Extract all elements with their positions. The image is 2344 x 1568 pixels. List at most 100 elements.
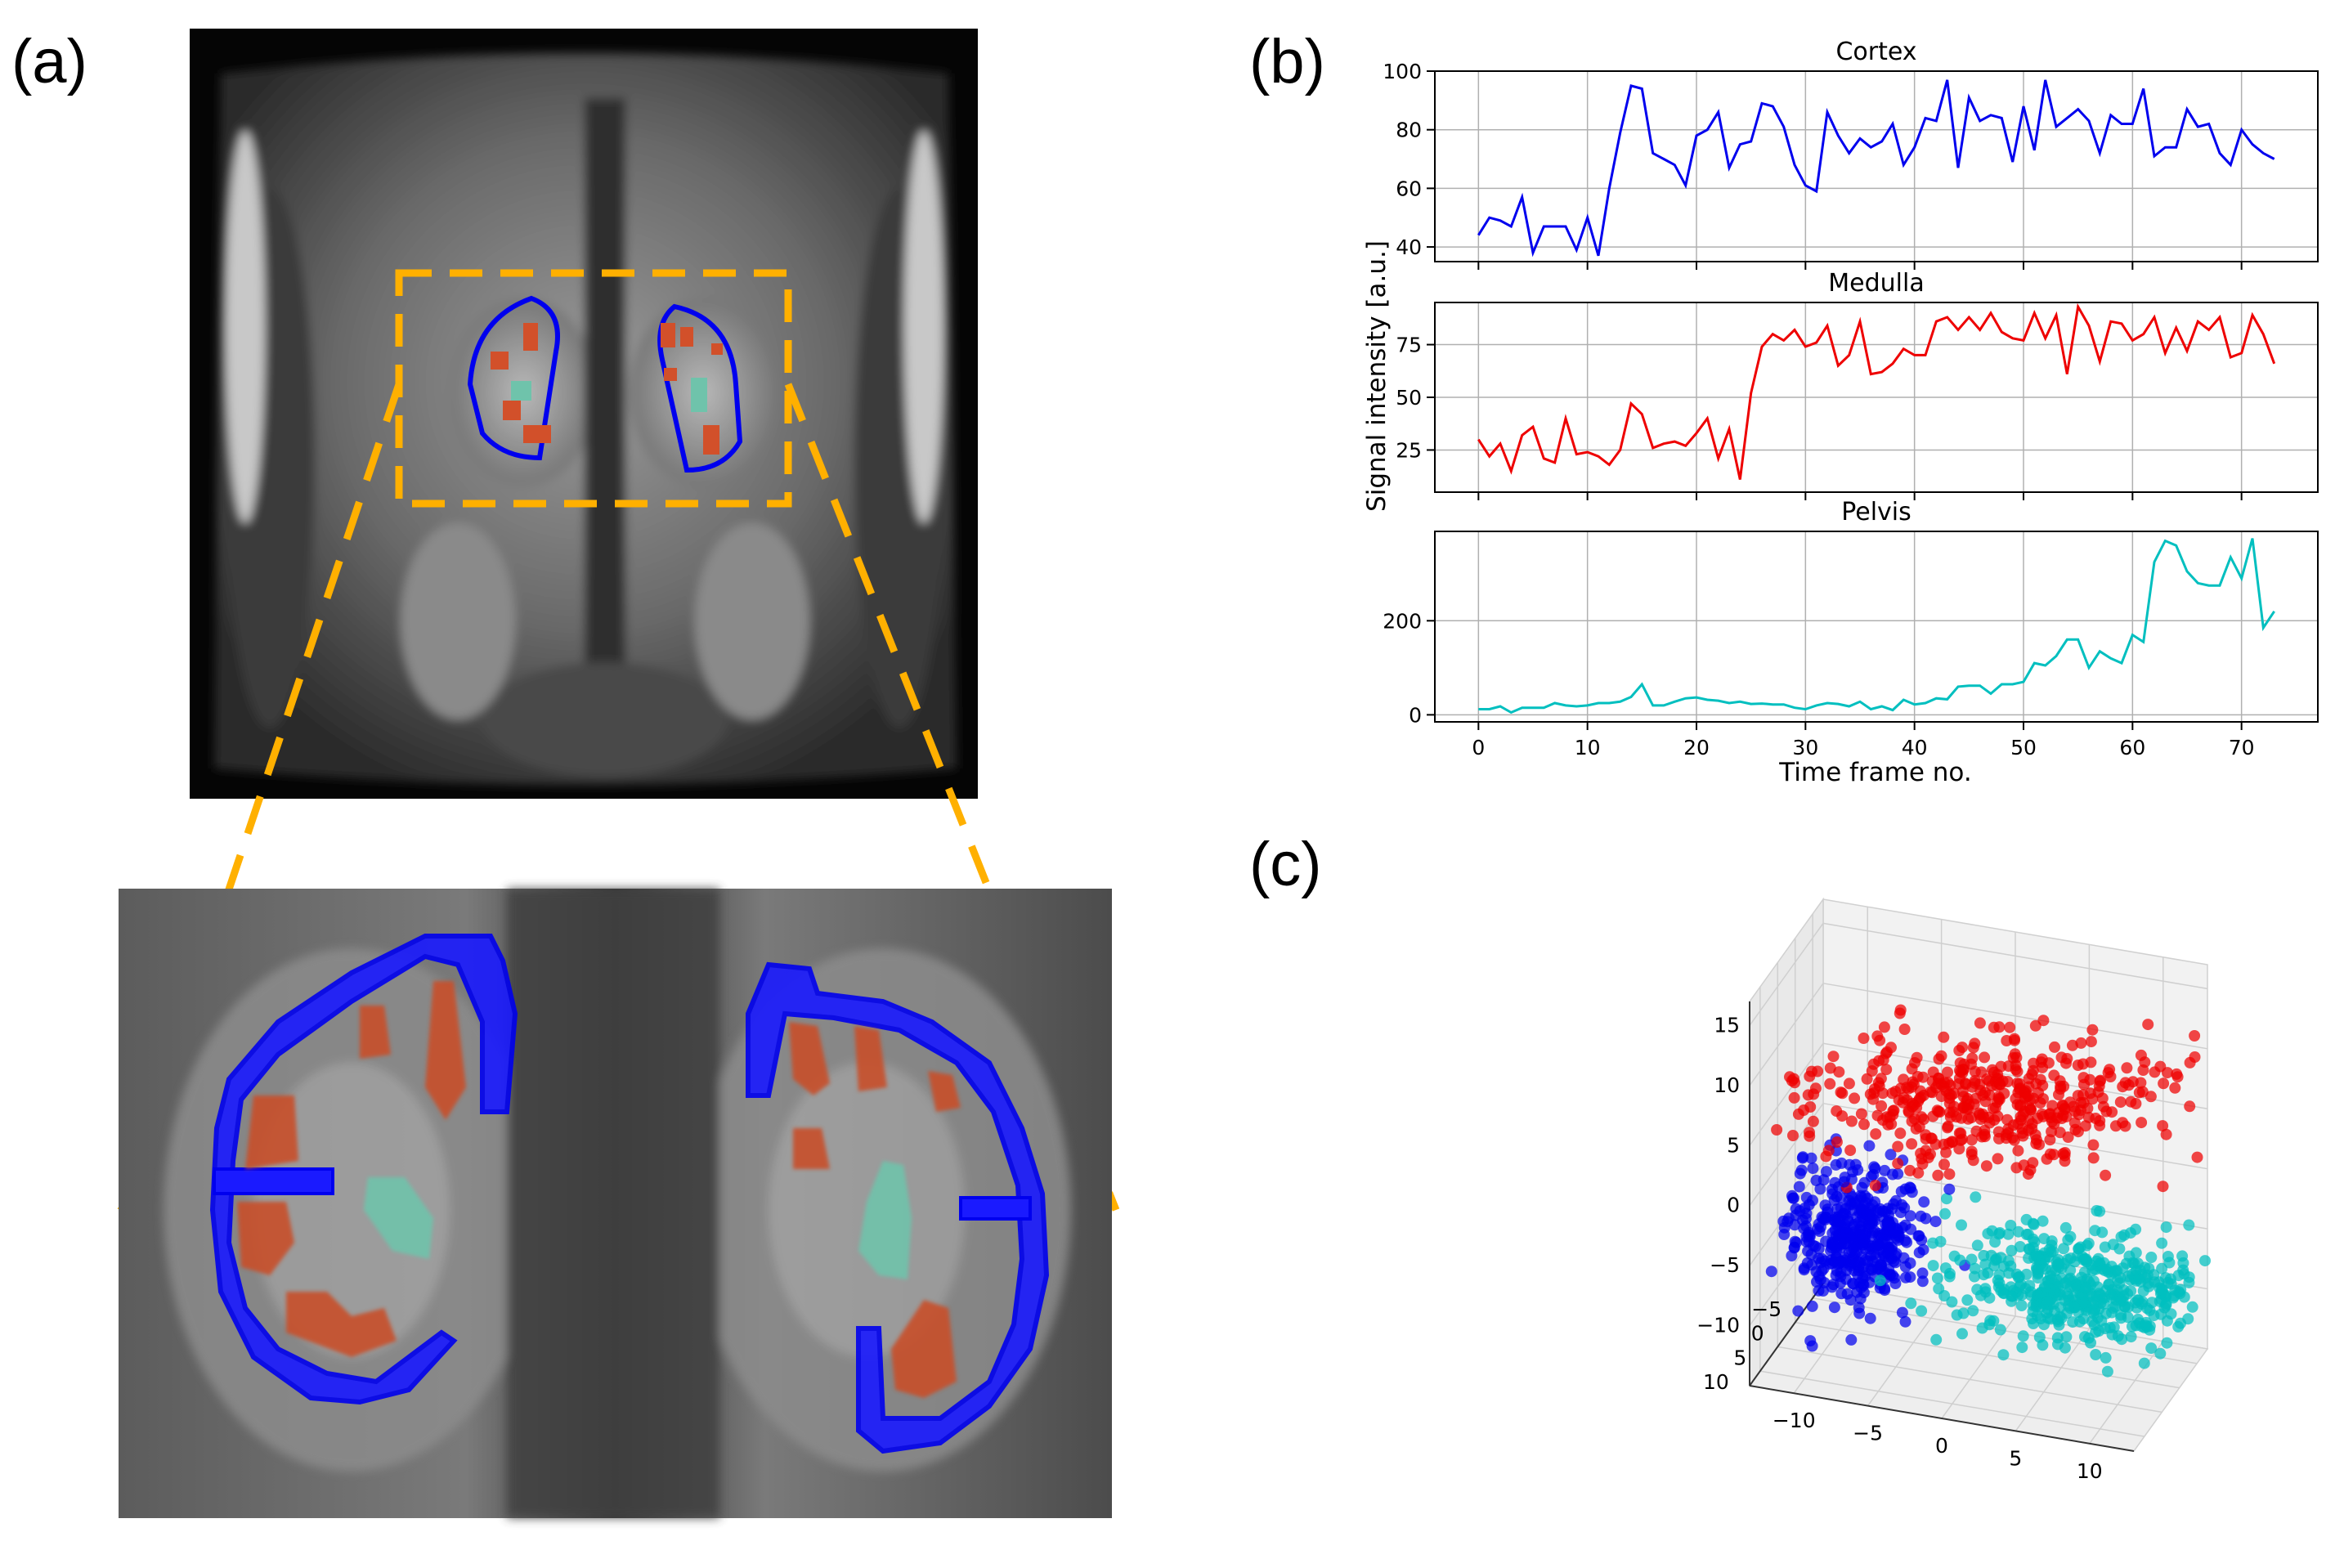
scatter-point-cortex [1830,1158,1842,1171]
scatter-point-pelvis [2028,1218,2040,1230]
scatter-point-pelvis [1979,1258,1992,1270]
grid-3d [2089,1341,2164,1445]
scatter-point-medulla [2100,1169,2112,1181]
scatter-point-cortex [1863,1140,1876,1152]
scatter-point-medulla [2077,1058,2089,1070]
x-tick-label: 5 [2009,1446,2022,1470]
scatter-point-medulla [2075,1037,2087,1049]
scatter-point-medulla [1912,1071,1924,1082]
xtick-label: 50 [2010,736,2037,759]
scatter-point-medulla [1965,1145,1978,1158]
scatter-point-medulla [1925,1132,1937,1145]
scatter-point-medulla [2055,1083,2067,1095]
scatter-point-medulla [1927,1066,1939,1078]
scatter-point-pelvis [2080,1282,2091,1294]
scatter-point-medulla [1804,1127,1815,1139]
scatter-point-cortex [1846,1244,1858,1257]
mri-panel [117,29,1120,1518]
z-tick-label: 10 [1714,1073,1740,1097]
scatter-point-pelvis [2063,1274,2075,1286]
scatter-point-medulla [2064,1096,2076,1109]
scatter-point-medulla [1912,1095,1925,1108]
scatter-point-cortex [1794,1167,1806,1180]
scatter-point-cortex [1867,1226,1879,1239]
scatter-point-cortex [1838,1176,1850,1188]
ytick-label: 0 [1409,703,1422,727]
scatter-point-medulla [2046,1100,2059,1112]
scatter-point-medulla [1931,1104,1943,1117]
scatter-point-medulla [1855,1108,1867,1120]
scatter-point-medulla [1992,1153,2004,1165]
scatter-point-medulla [1898,1024,1911,1035]
scatter-point-medulla [1788,1091,1800,1104]
scatter-point-cortex [1849,1196,1861,1208]
subplot-title: Pelvis [1841,498,1912,526]
scatter-point-cortex [1869,1163,1881,1175]
scatter-point-cortex [1806,1340,1818,1352]
scatter-point-pelvis [2006,1244,2018,1257]
xtick-label: 40 [1902,736,1928,759]
subplot-title: Cortex [1835,38,1916,66]
scatter-point-medulla [2130,1098,2142,1109]
scatter-point-medulla [1993,1093,2006,1105]
scatter-point-medulla [2135,1077,2147,1089]
scatter-point-medulla [2022,1168,2034,1180]
scatter-point-pelvis [2131,1301,2143,1314]
scatter-point-cortex [1906,1186,1918,1198]
scatter-point-pelvis [1930,1333,1943,1346]
scatter-point-medulla [1835,1086,1847,1099]
scatter-point-pelvis [2154,1288,2167,1300]
scatter-point-medulla [1831,1136,1843,1148]
scatter-point-pelvis [1916,1305,1928,1317]
scatter-point-cortex [1904,1210,1916,1222]
scatter-point-pelvis [2161,1337,2173,1349]
scatter-point-medulla [1938,1158,1950,1171]
z-tick-label: 5 [1727,1133,1740,1157]
scatter-point-medulla [1980,1160,1992,1172]
scatter-point-pelvis [2067,1316,2079,1328]
scatter-point-medulla [1807,1115,1819,1127]
scatter-point-cortex [1844,1260,1856,1272]
scatter-point-pelvis [2168,1290,2180,1302]
scatter-point-medulla [2145,1091,2157,1103]
scatter-point-cortex [1826,1281,1838,1293]
scatter-point-medulla [2010,1092,2022,1104]
scatter-point-medulla [2012,1118,2024,1130]
scatter-point-medulla [2160,1128,2172,1140]
scatter-point-medulla [1926,1075,1938,1087]
scatter-point-medulla [1942,1120,1954,1132]
scatter-point-pelvis [2027,1242,2039,1253]
scatter-point-medulla [1938,1138,1950,1150]
scatter-point-cortex [1885,1149,1897,1161]
scatter-point-medulla [2035,1056,2047,1068]
scatter-point-medulla [2078,1078,2090,1091]
scatter-point-cortex [1864,1312,1876,1324]
scatter-point-pelvis [2014,1241,2026,1252]
scatter-point-cortex [1886,1252,1898,1265]
scatter-point-medulla [2184,1056,2196,1068]
scatter-point-pelvis [2047,1298,2059,1310]
scatter-point-pelvis [2005,1220,2017,1231]
scatter-point-medulla [2094,1075,2106,1087]
scatter-point-medulla [1957,1091,1970,1103]
scatter-point-pelvis [2130,1247,2142,1259]
scatter-point-pelvis [2161,1315,2173,1327]
scatter-point-cortex [1905,1223,1917,1235]
x-axis-line [1749,1385,2135,1452]
subplot-cortex: 40 60 80 100 Cortex [1383,38,2319,270]
scatter-point-medulla [2017,1130,2029,1142]
scatter-point-cortex [1916,1267,1929,1279]
grid-3d [1749,1042,1824,1146]
scatter-point-pelvis [2059,1342,2071,1354]
scatter-point-pelvis [2088,1307,2100,1319]
scatter-point-pelvis [2035,1250,2047,1262]
scatter-point-medulla [1974,1109,1986,1121]
scatter-point-medulla [1979,1051,1991,1064]
scatter-point-cortex [1835,1270,1847,1283]
scatter-point-cortex [1871,1239,1883,1251]
scatter-point-cortex [1822,1206,1834,1218]
scatter-point-cortex [1829,1176,1841,1189]
scatter-point-pelvis [2077,1292,2089,1304]
scatter-point-medulla [2037,1110,2050,1122]
scatter-point-medulla [1925,1086,1937,1098]
